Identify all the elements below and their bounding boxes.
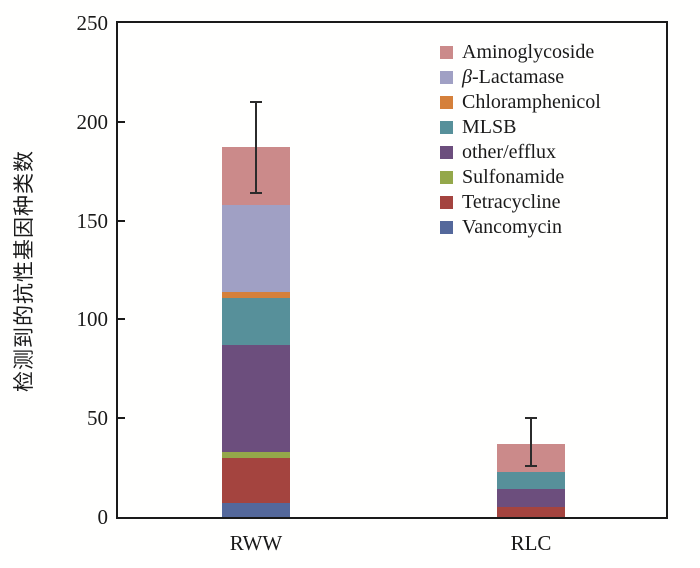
legend-item: MLSB — [440, 115, 601, 140]
legend-swatch — [440, 96, 453, 109]
legend-swatch — [440, 196, 453, 209]
legend-swatch — [440, 221, 453, 234]
bar-segment — [222, 204, 290, 292]
legend-label: MLSB — [462, 116, 517, 138]
error-bar-cap — [250, 101, 262, 104]
y-tick-mark — [118, 318, 125, 321]
legend-swatch — [440, 171, 453, 184]
error-bar — [255, 102, 257, 193]
legend-label: Aminoglycoside — [462, 41, 595, 63]
legend-label: Chloramphenicol — [462, 91, 601, 113]
y-tick-label: 250 — [76, 11, 109, 35]
error-bar-cap — [525, 417, 537, 420]
x-category-label: RWW — [229, 531, 283, 555]
bar-segment — [222, 297, 290, 346]
error-bar-cap — [525, 464, 537, 467]
y-tick-mark — [118, 120, 125, 123]
y-tick-label: 200 — [76, 109, 109, 134]
legend-item: Aminoglycoside — [440, 40, 601, 65]
bar-segment — [222, 451, 290, 458]
legend-swatch — [440, 121, 453, 134]
legend-swatch — [440, 46, 453, 59]
y-tick-label: 100 — [76, 307, 109, 332]
legend-item: Sulfonamide — [440, 165, 601, 190]
legend-item: other/efflux — [440, 140, 601, 165]
y-tick-label: 0 — [97, 505, 109, 529]
legend-label: Tetracycline — [462, 191, 561, 213]
legend-label: other/efflux — [462, 141, 557, 163]
y-axis-title: 检测到的抗性基因种类数 — [12, 150, 36, 392]
plot-area: Aminoglycoside β-Lactamase Chloramphenicol… — [116, 21, 668, 519]
legend-item: Chloramphenicol — [440, 90, 601, 115]
legend-swatch — [440, 71, 453, 84]
y-tick-mark — [118, 219, 125, 222]
bar-segment — [222, 345, 290, 452]
legend-item: Vancomycin — [440, 215, 601, 240]
bar-segment — [497, 471, 565, 490]
error-bar — [530, 418, 532, 466]
y-tick-label: 50 — [87, 406, 108, 431]
legend-swatch — [440, 146, 453, 159]
legend-label: β-Lactamase — [462, 66, 565, 88]
legend-label: Sulfonamide — [462, 166, 565, 188]
bar-segment — [222, 457, 290, 504]
bar-segment — [222, 291, 290, 298]
bar-segment — [497, 507, 565, 517]
legend-item: Tetracycline — [440, 190, 601, 215]
legend-label: Vancomycin — [462, 216, 562, 238]
bar-segment — [497, 489, 565, 508]
y-tick-mark — [118, 417, 125, 420]
y-tick-label: 150 — [76, 208, 109, 233]
chart-legend: Aminoglycoside β-Lactamase Chloramphenicol… — [440, 40, 601, 240]
legend-item: β-Lactamase — [440, 65, 601, 90]
bar-segment — [222, 503, 290, 517]
x-category-label: RLC — [510, 531, 552, 555]
error-bar-cap — [250, 191, 262, 194]
